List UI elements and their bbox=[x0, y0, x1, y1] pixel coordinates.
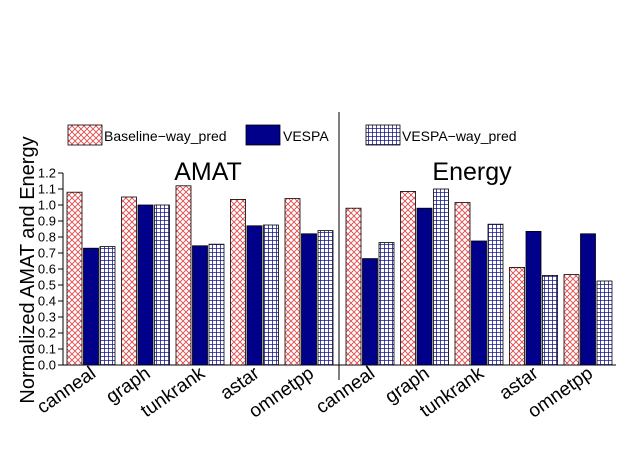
bar-energy-tunkrank-vespa bbox=[471, 240, 487, 366]
bar-amat-graph-vespa bbox=[137, 204, 154, 366]
panel-title-amat: AMAT bbox=[174, 158, 242, 186]
bar-energy-canneal-vespa-way-pred bbox=[378, 242, 395, 366]
y-tick-label: 0.7 bbox=[38, 246, 56, 261]
y-tick-label: 0.1 bbox=[38, 342, 56, 357]
bar-amat-graph-baseline-way-pred bbox=[121, 196, 137, 366]
legend: Baseline−way_pred VESPA VESPA−way_pred bbox=[67, 124, 517, 146]
bar-energy-astar-baseline-way-pred bbox=[509, 266, 525, 366]
bar-energy-tunkrank-vespa-way-pred bbox=[487, 223, 504, 366]
bar-amat-omnetpp-baseline-way-pred bbox=[284, 198, 301, 366]
legend-label-vespa: VESPA bbox=[283, 128, 329, 144]
bar-energy-canneal-vespa bbox=[362, 258, 378, 366]
bar-amat-canneal-vespa-way-pred bbox=[99, 246, 116, 366]
y-tick-label: 1.1 bbox=[38, 182, 56, 197]
legend-swatch-vespa bbox=[245, 124, 281, 146]
y-tick-label: 0.9 bbox=[38, 214, 56, 229]
bar-amat-astar-vespa-way-pred bbox=[263, 224, 279, 366]
bar-amat-omnetpp-vespa bbox=[301, 233, 317, 366]
bar-amat-canneal-vespa bbox=[83, 247, 99, 366]
y-tick-label: 1.2 bbox=[38, 166, 56, 181]
bar-amat-tunkrank-baseline-way-pred bbox=[175, 185, 192, 366]
bars bbox=[66, 185, 613, 366]
bar-amat-omnetpp-vespa-way-pred bbox=[317, 230, 334, 366]
panel-title-energy: Energy bbox=[432, 158, 512, 186]
bar-amat-astar-vespa bbox=[246, 225, 263, 366]
bar-energy-graph-vespa bbox=[416, 207, 433, 366]
bar-energy-graph-vespa-way-pred bbox=[433, 188, 449, 366]
category-label-energy-canneal: canneal bbox=[312, 363, 379, 418]
bar-energy-omnetpp-baseline-way-pred bbox=[563, 274, 580, 366]
legend-label-baseline-way-pred: Baseline−way_pred bbox=[104, 128, 227, 144]
bar-amat-canneal-baseline-way-pred bbox=[66, 191, 83, 366]
bar-energy-astar-vespa bbox=[525, 230, 542, 366]
bar-amat-graph-vespa-way-pred bbox=[154, 204, 170, 366]
legend-label-vespa-way-pred: VESPA−way_pred bbox=[402, 128, 517, 144]
y-tick-label: 0.8 bbox=[38, 230, 56, 245]
y-tick-label: 0.0 bbox=[38, 358, 56, 373]
bar-energy-tunkrank-baseline-way-pred bbox=[454, 202, 471, 366]
y-tick-label: 0.5 bbox=[38, 278, 56, 293]
y-tick-label: 0.4 bbox=[38, 294, 56, 309]
y-axis-title: Normalized AMAT and Energy bbox=[17, 136, 39, 403]
bar-energy-canneal-baseline-way-pred bbox=[345, 207, 362, 366]
bar-energy-omnetpp-vespa bbox=[580, 233, 596, 366]
legend-swatch-vespa-way-pred bbox=[365, 124, 401, 146]
bar-energy-astar-vespa-way-pred bbox=[542, 274, 558, 366]
bar-energy-omnetpp-vespa-way-pred bbox=[596, 280, 613, 366]
y-tick-label: 0.3 bbox=[38, 310, 56, 325]
bar-amat-astar-baseline-way-pred bbox=[230, 198, 246, 366]
y-tick-label: 0.2 bbox=[38, 326, 56, 341]
y-tick-label: 0.6 bbox=[38, 262, 56, 277]
bar-amat-tunkrank-vespa bbox=[192, 245, 208, 366]
y-tick-label: 1.0 bbox=[38, 198, 56, 213]
bar-amat-tunkrank-vespa-way-pred bbox=[208, 243, 225, 366]
bar-energy-graph-baseline-way-pred bbox=[400, 190, 416, 366]
y-ticks: 0.00.10.20.30.40.50.60.70.80.91.01.11.2 bbox=[38, 166, 63, 373]
legend-swatch-baseline-way-pred bbox=[67, 124, 103, 146]
